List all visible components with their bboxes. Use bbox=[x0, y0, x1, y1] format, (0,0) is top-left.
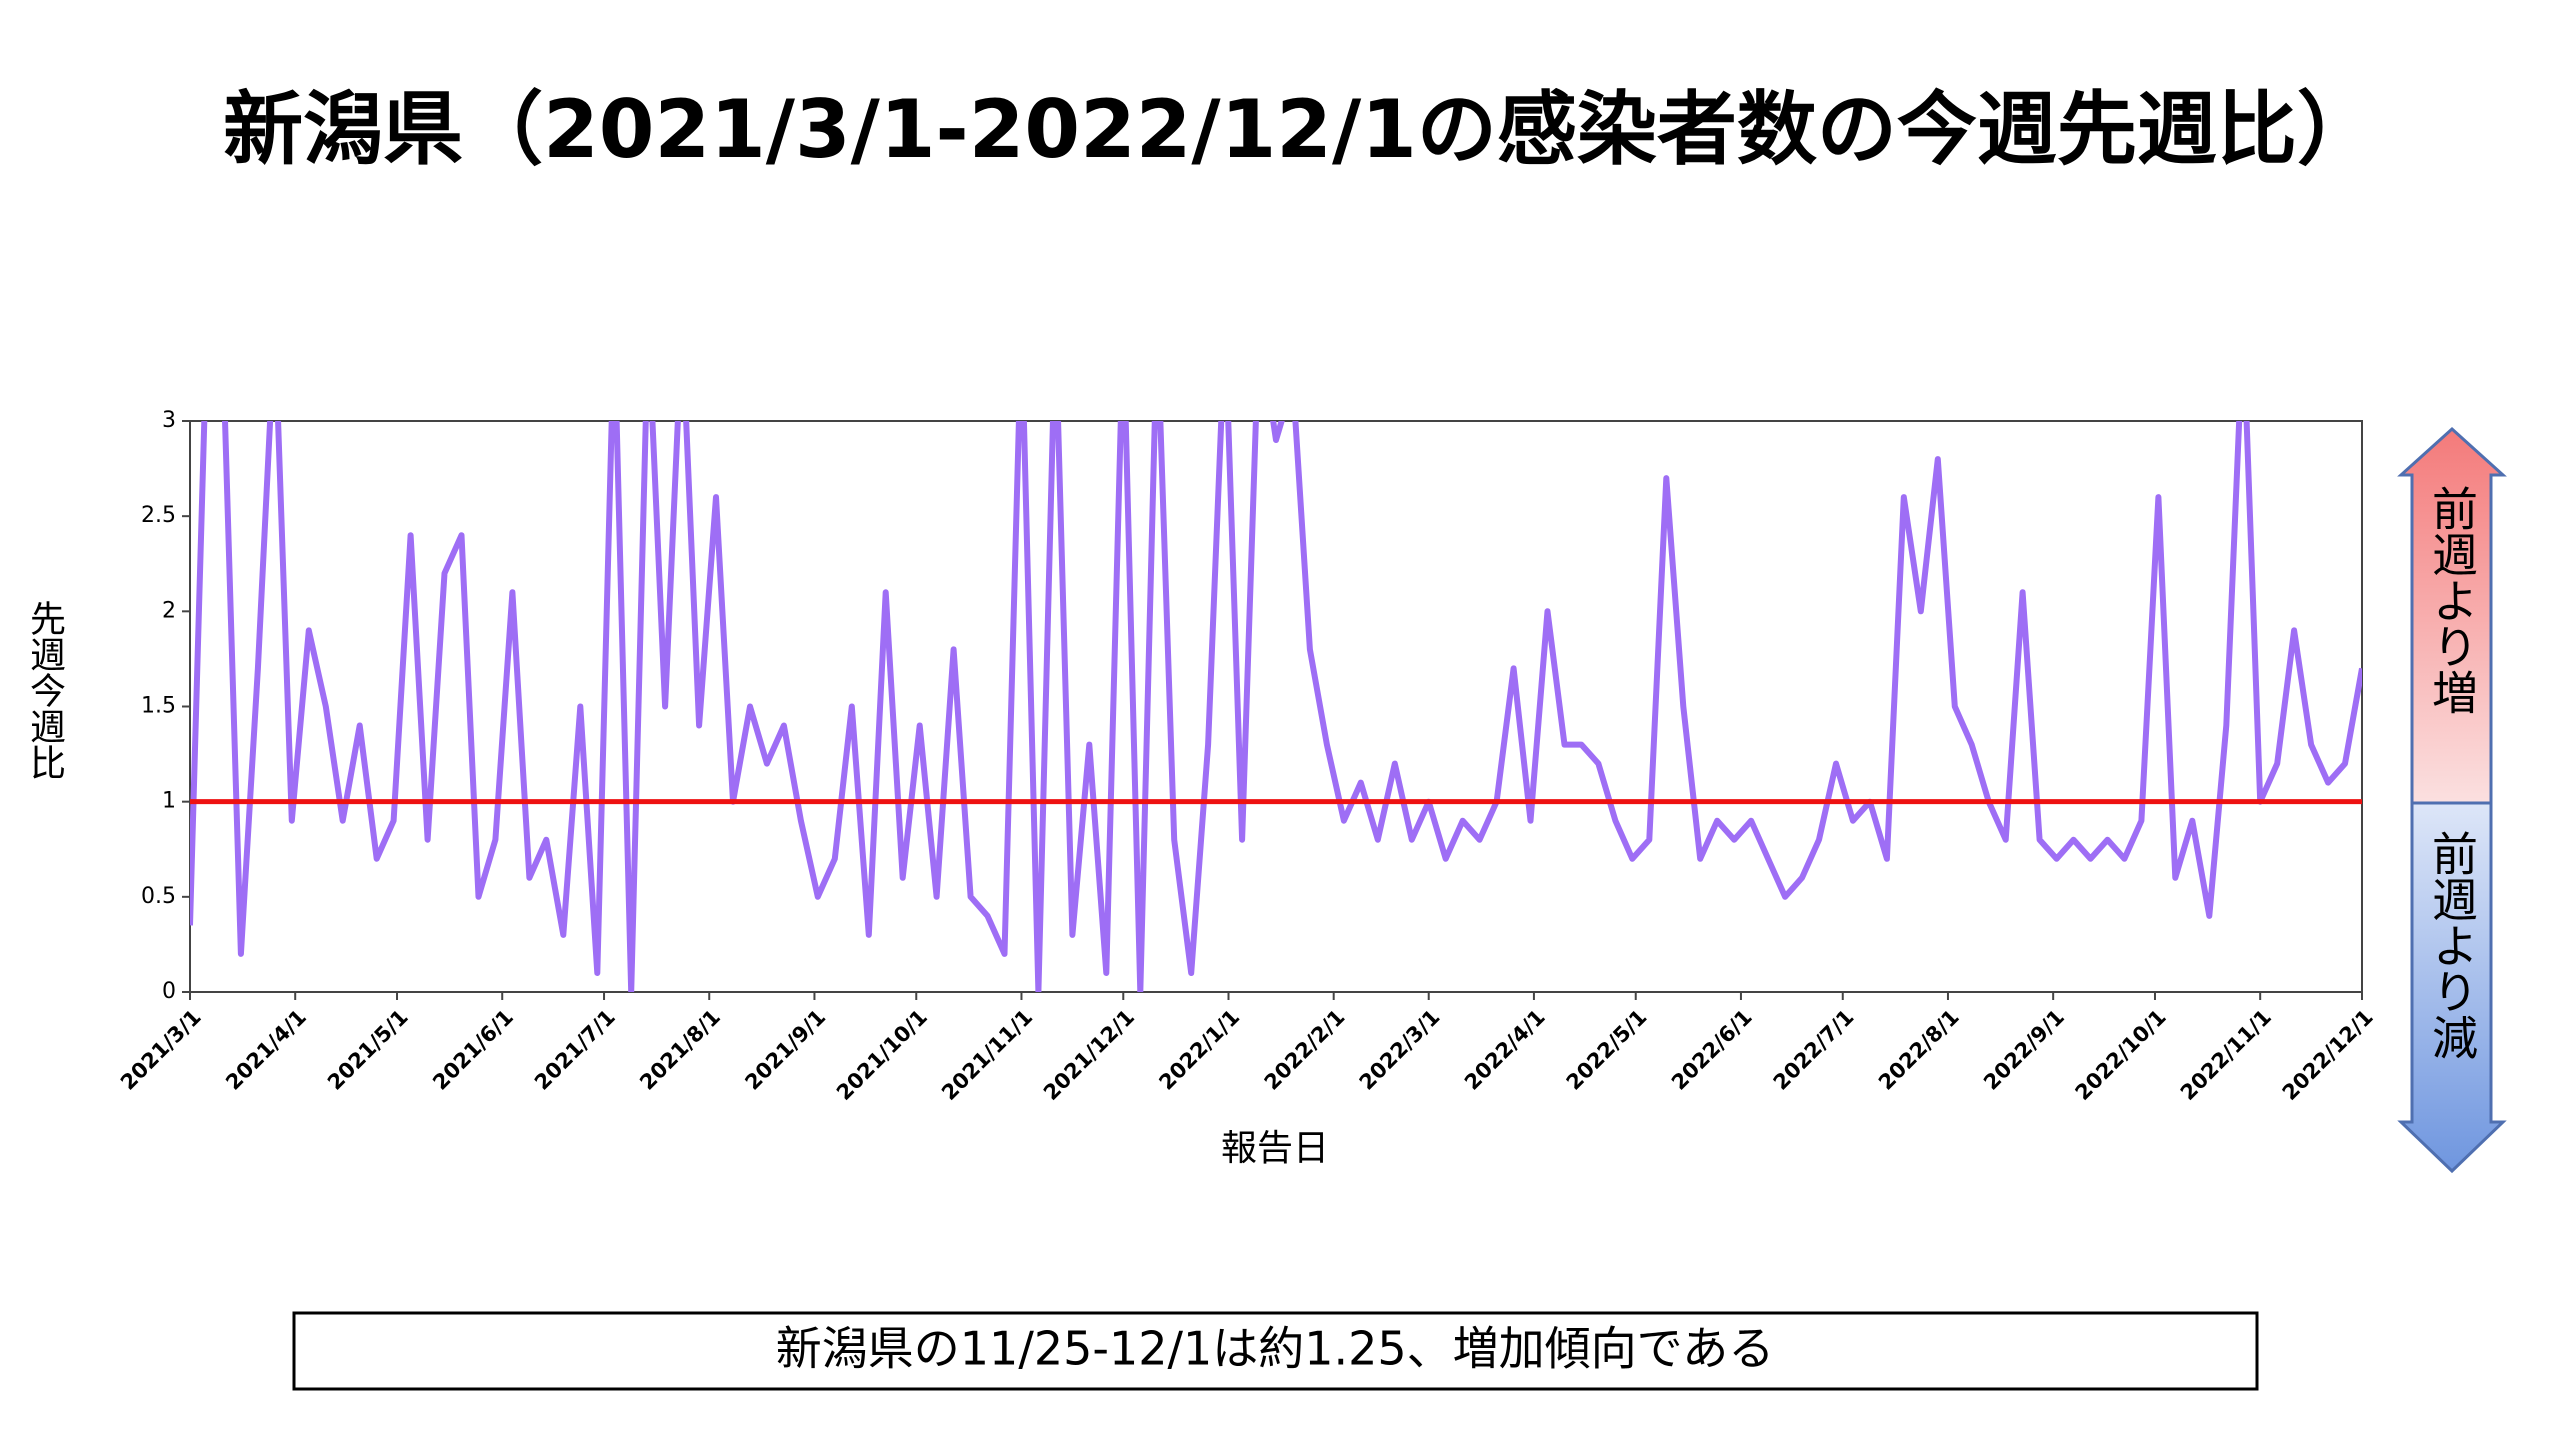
x-tick-label: 2022/3/1 bbox=[1355, 1005, 1445, 1095]
x-tick-label: 2022/12/1 bbox=[2278, 1005, 2378, 1105]
up-label: 前週より増 bbox=[2425, 485, 2479, 715]
y-axis-label: 先週今週比 bbox=[24, 600, 65, 780]
x-tick-label: 2021/11/1 bbox=[937, 1005, 1037, 1105]
x-tick-label: 2022/8/1 bbox=[1874, 1005, 1964, 1095]
x-tick-label: 2022/6/1 bbox=[1667, 1005, 1757, 1095]
x-tick-label: 2021/10/1 bbox=[832, 1005, 932, 1105]
y-tick-label: 0.5 bbox=[141, 884, 176, 909]
x-tick-label: 2022/7/1 bbox=[1769, 1005, 1859, 1095]
x-tick-label: 2021/4/1 bbox=[221, 1005, 311, 1095]
x-tick-label: 2022/2/1 bbox=[1260, 1005, 1350, 1095]
y-tick-label: 0 bbox=[162, 979, 176, 1004]
y-tick-label: 2.5 bbox=[141, 503, 176, 528]
x-tick-label: 2022/1/1 bbox=[1154, 1005, 1244, 1095]
x-tick-label: 2021/12/1 bbox=[1039, 1005, 1139, 1105]
x-tick-label: 2021/6/1 bbox=[428, 1005, 518, 1095]
x-tick-label: 2022/5/1 bbox=[1562, 1005, 1652, 1095]
x-tick-label: 2021/8/1 bbox=[635, 1005, 725, 1095]
x-tick-label: 2022/4/1 bbox=[1460, 1005, 1550, 1095]
x-tick-label: 2022/9/1 bbox=[1979, 1005, 2069, 1095]
plot-frame bbox=[189, 420, 2363, 993]
down-arrow bbox=[2397, 801, 2507, 1174]
x-tick-label: 2021/5/1 bbox=[323, 1005, 413, 1095]
y-tick-label: 1.5 bbox=[141, 694, 176, 719]
data-line bbox=[190, 421, 2362, 992]
x-tick-label: 2021/9/1 bbox=[740, 1005, 830, 1095]
x-tick-label: 2022/11/1 bbox=[2176, 1005, 2276, 1105]
x-tick-label: 2022/10/1 bbox=[2071, 1005, 2171, 1105]
y-tick-label: 3 bbox=[162, 408, 176, 433]
x-tick-label: 2021/3/1 bbox=[116, 1005, 206, 1095]
x-tick-label: 2021/7/1 bbox=[530, 1005, 620, 1095]
down-label: 前週より減 bbox=[2425, 830, 2479, 1060]
chart-title: 新潟県（2021/3/1-2022/12/1の感染者数の今週先週比） bbox=[223, 83, 2377, 176]
plot-area bbox=[190, 421, 2362, 992]
note: 新潟県の11/25-12/1は約1.25、増加傾向である bbox=[776, 1322, 1774, 1376]
x-axis-label: 報告日 bbox=[1221, 1128, 1329, 1169]
y-tick-label: 1 bbox=[162, 789, 176, 814]
y-tick-label: 2 bbox=[162, 598, 176, 623]
note-box bbox=[292, 1311, 2259, 1391]
